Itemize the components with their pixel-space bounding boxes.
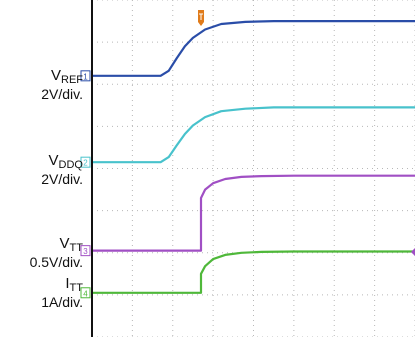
traces	[92, 20, 415, 294]
itt-name: ITT	[65, 275, 83, 294]
vref-subscript: REF	[61, 74, 83, 86]
channel-marker-number: 1	[83, 72, 88, 81]
itt-scale: 1A/div.	[41, 294, 83, 310]
vddq-scale: 2V/div.	[41, 171, 83, 187]
vref-scale: 2V/div.	[41, 86, 83, 102]
trigger-marker	[198, 10, 415, 256]
vtt-label: VTT 0.5V/div.	[30, 236, 83, 269]
vddq-label: VDDQ 2V/div.	[41, 153, 83, 186]
trace-v-ddq	[92, 106, 415, 164]
channel-marker-number: 2	[83, 159, 88, 168]
channel-marker-box	[80, 245, 91, 257]
channel-marker-box	[80, 70, 91, 82]
itt-subscript: TT	[69, 282, 83, 294]
vtt-subscript: TT	[69, 242, 83, 254]
channel-marker-box	[80, 156, 91, 168]
itt-label: ITT 1A/div.	[41, 276, 83, 309]
vtt-name: VTT	[59, 235, 83, 254]
channel-marker-box	[80, 287, 91, 299]
vddq-subscript: DDQ	[58, 159, 83, 171]
trace-v-ref	[92, 20, 415, 77]
channel-markers: 1 2 3 4	[80, 70, 91, 299]
vref-label: VREF 2V/div.	[41, 68, 83, 101]
trace-v-tt	[92, 174, 415, 252]
channel-marker-number: 4	[83, 289, 88, 298]
vtt-scale: 0.5V/div.	[29, 254, 83, 270]
vref-name: VREF	[50, 67, 83, 86]
level-marker	[411, 248, 415, 256]
trace-i-tt	[92, 250, 415, 294]
channel-marker-number: 3	[83, 247, 88, 256]
vddq-name: VDDQ	[48, 152, 83, 171]
